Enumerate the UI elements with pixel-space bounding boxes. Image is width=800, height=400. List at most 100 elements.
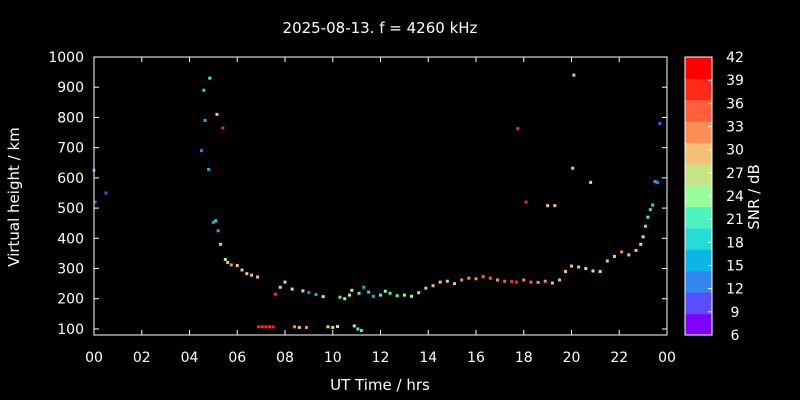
- data-point: [536, 280, 540, 284]
- data-point: [211, 220, 215, 224]
- data-point: [646, 215, 650, 219]
- data-point: [235, 264, 239, 267]
- x-tick-label: 10: [324, 350, 342, 366]
- data-point: [250, 273, 254, 277]
- data-point: [240, 268, 244, 272]
- x-tick-label: 00: [658, 350, 676, 366]
- data-point: [379, 293, 382, 297]
- data-point: [199, 149, 203, 153]
- data-point: [216, 229, 220, 233]
- data-point: [93, 200, 97, 204]
- data-point: [641, 235, 645, 239]
- data-point: [307, 291, 311, 295]
- data-point: [564, 270, 568, 274]
- x-tick-label: 14: [419, 350, 437, 366]
- y-tick-label: 700: [57, 141, 84, 157]
- colorbar-tick-label: 18: [726, 235, 744, 251]
- data-point: [267, 325, 271, 329]
- data-point: [336, 325, 340, 329]
- data-point: [215, 112, 219, 116]
- data-point: [326, 325, 330, 329]
- data-point: [297, 325, 301, 329]
- data-point: [417, 291, 421, 295]
- x-tick-label: 08: [276, 350, 294, 366]
- data-point: [653, 179, 657, 183]
- data-point: [226, 260, 230, 264]
- data-point: [488, 276, 492, 280]
- data-point: [655, 180, 659, 184]
- data-point: [357, 291, 361, 295]
- data-point: [383, 289, 387, 293]
- x-tick-label: 02: [133, 350, 151, 366]
- data-point: [314, 293, 318, 297]
- data-point: [208, 76, 212, 80]
- y-tick-label: 800: [57, 110, 84, 126]
- data-point: [367, 290, 371, 294]
- y-tick-label: 600: [57, 171, 84, 187]
- colorbar-segment: [685, 163, 712, 186]
- x-tick-label: 12: [372, 350, 390, 366]
- data-point: [338, 295, 342, 299]
- data-point: [356, 327, 360, 331]
- data-point: [290, 287, 294, 291]
- data-point: [524, 200, 528, 204]
- data-point: [402, 293, 406, 297]
- x-tick-label: 06: [228, 350, 246, 366]
- data-point: [438, 280, 442, 284]
- data-point: [634, 248, 638, 252]
- data-point: [207, 167, 211, 171]
- data-point: [553, 204, 557, 208]
- data-point: [584, 267, 588, 271]
- data-point: [658, 121, 662, 125]
- data-point: [620, 250, 624, 254]
- y-tick-label: 900: [57, 80, 84, 96]
- x-tick-label: 16: [467, 350, 485, 366]
- data-point: [627, 253, 631, 257]
- colorbar-segment: [685, 121, 712, 144]
- data-point: [550, 281, 554, 285]
- y-tick-label: 1000: [48, 50, 84, 66]
- data-point: [331, 325, 335, 329]
- data-point: [257, 325, 261, 329]
- data-point: [639, 242, 643, 246]
- data-point: [352, 324, 356, 328]
- data-point: [503, 279, 507, 283]
- colorbar-tick-label: 24: [726, 189, 744, 205]
- colorbar-segment: [685, 228, 712, 250]
- data-point: [543, 279, 547, 283]
- data-point: [264, 325, 268, 329]
- data-point: [651, 203, 655, 207]
- data-point: [546, 204, 550, 208]
- x-tick-label: 04: [181, 350, 199, 366]
- y-tick-label: 100: [57, 322, 84, 338]
- colorbar-segment: [685, 57, 712, 79]
- data-point: [104, 191, 108, 195]
- data-point: [260, 325, 264, 329]
- plot-area: 00 02 04 06 08 10 12 14 16 18 20 22 0010020030040050…: [48, 50, 676, 366]
- colorbar-segment: [685, 78, 712, 101]
- data-point: [424, 286, 428, 290]
- x-tick-label: 22: [610, 350, 628, 366]
- data-point: [273, 292, 277, 296]
- data-point: [278, 285, 282, 289]
- data-point: [219, 242, 223, 246]
- data-point: [481, 275, 485, 279]
- data-point: [495, 278, 499, 282]
- data-point: [612, 254, 616, 258]
- y-tick-label: 200: [57, 292, 84, 308]
- colorbar: 6 9 12 15 18 21 24 27 30 33 36 39 42: [684, 50, 744, 344]
- colorbar-tick-label: 9: [731, 305, 740, 321]
- colorbar-segment: [685, 249, 712, 272]
- x-tick-label: 20: [563, 350, 581, 366]
- data-point: [271, 325, 275, 329]
- colorbar-segment: [685, 292, 712, 315]
- colorbar-segment: [685, 185, 712, 208]
- data-point: [359, 328, 363, 332]
- chart-title: 2025-08-13. f = 4260 kHz: [283, 19, 478, 37]
- colorbar-segment: [685, 142, 712, 165]
- colorbar-tick-label: 6: [731, 328, 740, 344]
- data-point: [591, 269, 595, 273]
- data-point: [515, 280, 519, 284]
